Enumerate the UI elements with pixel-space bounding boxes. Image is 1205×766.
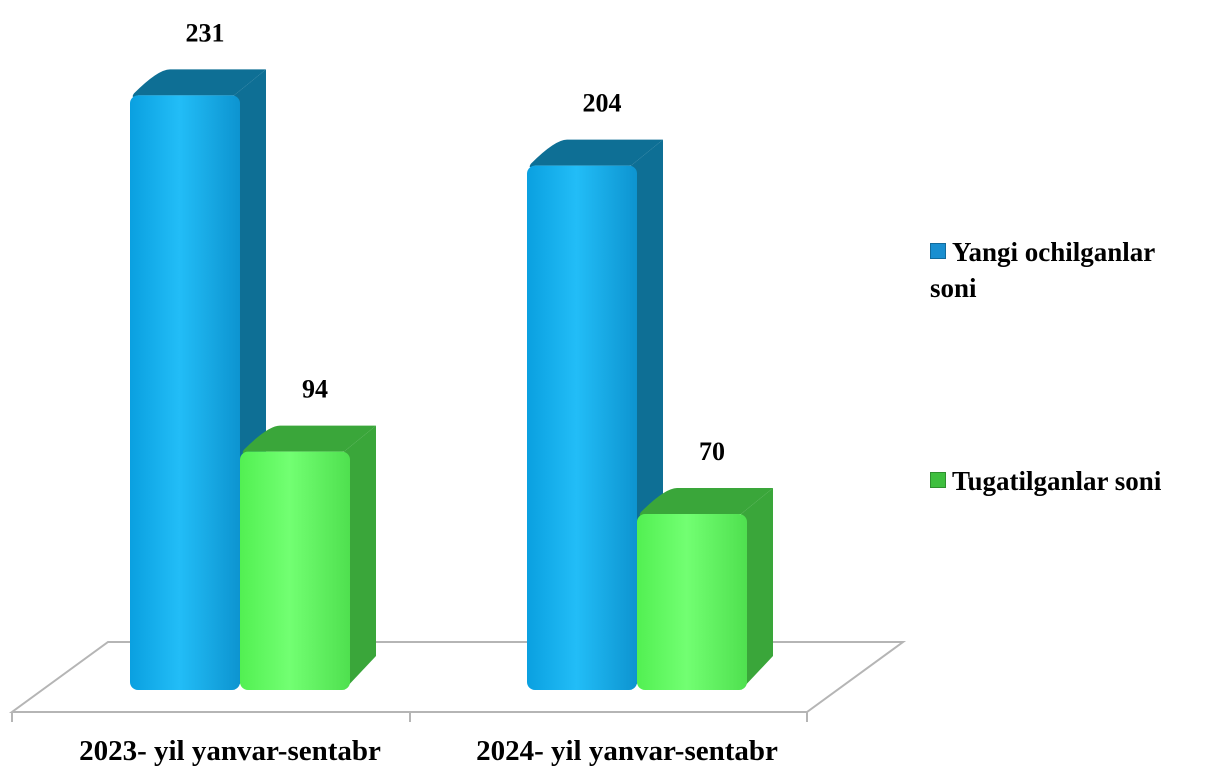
data-label: 204 <box>583 89 622 118</box>
x-tick-labels: 2023- yil yanvar-sentabr 2024- yil yanvar… <box>79 735 778 766</box>
data-label: 70 <box>699 437 725 466</box>
legend-label-yangi: Yangi ochilganlar soni <box>930 237 1155 303</box>
x-tick-label: 2023- yil yanvar-sentabr <box>79 735 381 766</box>
bar-top-face <box>242 425 376 454</box>
bar-side-face <box>344 425 376 690</box>
x-tick-label: 2024- yil yanvar-sentabr <box>476 735 778 766</box>
bars-layer <box>130 69 773 691</box>
legend-swatch-tugatilgan <box>930 472 946 488</box>
legend-item-yangi: Yangi ochilganlar soni <box>930 234 1200 306</box>
bar <box>240 425 376 690</box>
bar-front-face <box>130 95 240 690</box>
legend-label-tugatilgan: Tugatilganlar soni <box>952 466 1162 496</box>
bar-front-face <box>637 514 747 690</box>
legend-swatch-yangi <box>930 243 946 259</box>
data-label: 231 <box>186 18 225 47</box>
bar-top-face <box>639 488 773 516</box>
bar-front-face <box>527 165 637 691</box>
legend-item-tugatilgan: Tugatilganlar soni <box>930 463 1200 499</box>
data-label: 94 <box>302 375 328 404</box>
bar-top-face <box>132 69 266 97</box>
bar-side-face <box>741 488 773 690</box>
bar <box>637 488 773 690</box>
data-labels-layer: 231 94 204 70 <box>186 18 726 466</box>
bar-top-face <box>529 139 663 168</box>
bar-front-face <box>240 451 350 690</box>
